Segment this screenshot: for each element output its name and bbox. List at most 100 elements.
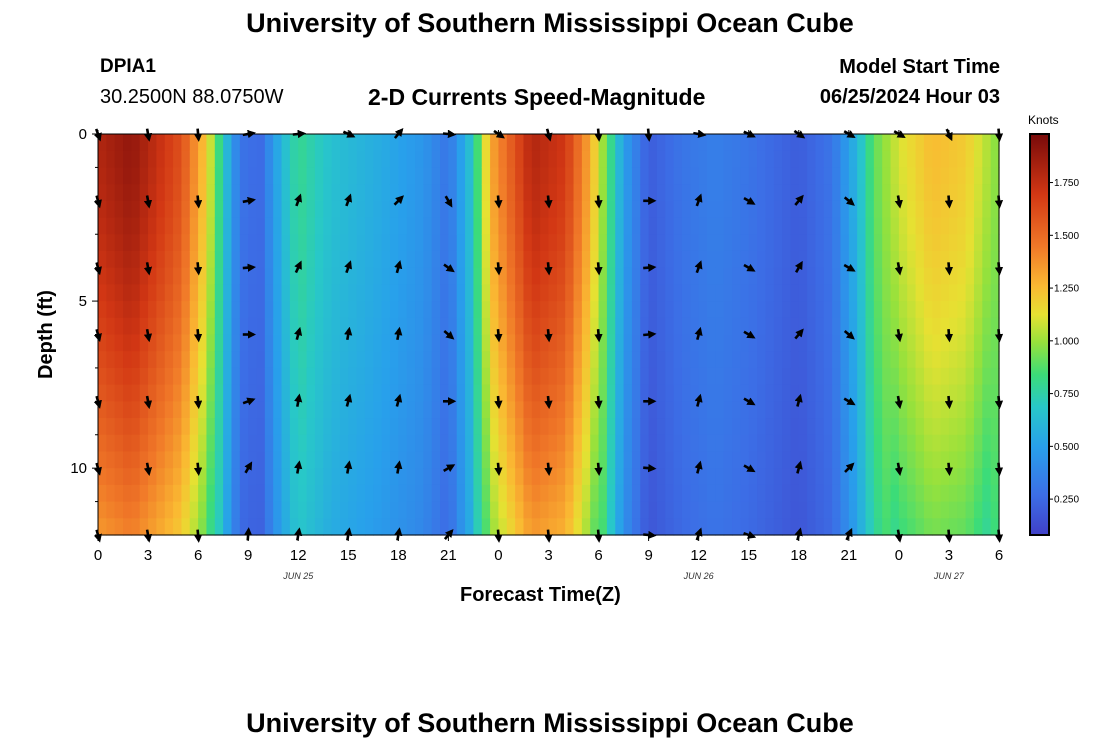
heatmap-cell xyxy=(523,468,533,486)
heatmap-cell xyxy=(748,434,758,453)
heatmap-cell xyxy=(932,234,942,252)
heatmap-cell xyxy=(356,384,366,402)
heatmap-cell xyxy=(865,150,875,169)
heatmap-cell xyxy=(857,351,867,369)
heatmap-cell xyxy=(865,234,875,252)
heatmap-cell xyxy=(973,284,983,302)
heatmap-cell xyxy=(164,250,174,269)
heatmap-cell xyxy=(415,518,424,536)
heatmap-cell xyxy=(665,267,675,285)
heatmap-cell xyxy=(798,334,808,352)
heatmap-cell xyxy=(590,301,600,319)
heatmap-cell xyxy=(515,484,525,503)
heatmap-cell xyxy=(506,468,516,486)
heatmap-cell xyxy=(757,468,766,486)
heatmap-cell xyxy=(189,150,199,169)
heatmap-cell xyxy=(807,334,817,352)
heatmap-cell xyxy=(615,184,625,202)
heatmap-cell xyxy=(898,301,908,319)
heatmap-cell xyxy=(673,418,683,436)
heatmap-cell xyxy=(540,267,550,285)
heatmap-cell xyxy=(98,384,107,402)
heatmap-cell xyxy=(531,484,541,503)
heatmap-cell xyxy=(598,217,608,235)
heatmap-cell xyxy=(707,367,716,386)
heatmap-cell xyxy=(556,501,566,519)
heatmap-cell xyxy=(890,200,900,219)
heatmap-cell xyxy=(715,401,725,419)
heatmap-cell xyxy=(723,418,733,436)
heatmap-cell xyxy=(882,367,892,386)
heatmap-cell xyxy=(773,351,783,369)
heatmap-cell xyxy=(782,384,792,402)
heatmap-cell xyxy=(707,267,716,285)
heatmap-cell xyxy=(448,434,458,453)
heatmap-cell xyxy=(598,451,608,469)
heatmap-cell xyxy=(256,267,266,285)
heatmap-cell xyxy=(189,434,199,453)
heatmap-cell xyxy=(264,301,274,319)
heatmap-cell xyxy=(848,434,858,453)
heatmap-cell xyxy=(681,434,691,453)
heatmap-cell xyxy=(807,317,817,336)
current-vector-arrow xyxy=(294,393,303,407)
heatmap-cell xyxy=(840,150,850,169)
heatmap-cell xyxy=(264,184,274,202)
heatmap-cell xyxy=(690,317,700,336)
heatmap-cell xyxy=(690,501,700,519)
heatmap-cell xyxy=(331,451,341,469)
heatmap-cell xyxy=(606,250,616,269)
heatmap-cell xyxy=(281,367,291,386)
heatmap-cell xyxy=(381,434,391,453)
x-tick-label: 0 xyxy=(895,547,903,564)
heatmap-cell xyxy=(598,384,608,402)
heatmap-cell xyxy=(540,501,550,519)
heatmap-cell xyxy=(915,484,925,503)
heatmap-cell xyxy=(648,418,658,436)
heatmap-cell xyxy=(548,334,558,352)
heatmap-cell xyxy=(98,334,107,352)
heatmap-cell xyxy=(548,184,558,202)
heatmap-cell xyxy=(214,351,224,369)
heatmap-cell xyxy=(473,351,483,369)
heatmap-cell xyxy=(748,184,758,202)
heatmap-cell xyxy=(890,317,900,336)
heatmap-cell xyxy=(306,250,316,269)
heatmap-cell xyxy=(298,401,308,419)
heatmap-cell xyxy=(148,501,157,519)
current-vector-arrow xyxy=(944,462,954,476)
heatmap-cell xyxy=(481,267,491,285)
heatmap-cell xyxy=(139,501,149,519)
heatmap-cell xyxy=(957,301,967,319)
heatmap-cell xyxy=(723,451,733,469)
heatmap-cell xyxy=(773,217,783,235)
heatmap-cell xyxy=(807,200,817,219)
heatmap-cell xyxy=(748,134,758,152)
heatmap-cell xyxy=(490,167,500,185)
heatmap-cell xyxy=(373,518,383,536)
heatmap-cell xyxy=(565,167,575,185)
heatmap-cell xyxy=(581,484,591,503)
colorbar-tick-label: 0.500 xyxy=(1054,442,1079,453)
heatmap-cell xyxy=(148,167,157,185)
heatmap-cell xyxy=(448,167,458,185)
heatmap-cell xyxy=(465,401,475,419)
heatmap-cell xyxy=(523,518,533,536)
heatmap-cell xyxy=(656,200,666,219)
heatmap-cell xyxy=(882,451,892,469)
heatmap-cell xyxy=(231,434,241,453)
heatmap-cell xyxy=(640,217,650,235)
heatmap-cell xyxy=(690,334,700,352)
heatmap-cell xyxy=(982,284,992,302)
heatmap-cell xyxy=(531,317,541,336)
heatmap-cell xyxy=(982,217,992,235)
heatmap-cell xyxy=(681,468,691,486)
heatmap-cell xyxy=(164,434,174,453)
x-tick-label: 3 xyxy=(544,547,552,564)
heatmap-cell xyxy=(548,150,558,169)
heatmap-cell xyxy=(598,317,608,336)
heatmap-cell xyxy=(323,200,333,219)
heatmap-cell xyxy=(765,184,775,202)
heatmap-cell xyxy=(615,418,625,436)
heatmap-cell xyxy=(389,518,399,536)
